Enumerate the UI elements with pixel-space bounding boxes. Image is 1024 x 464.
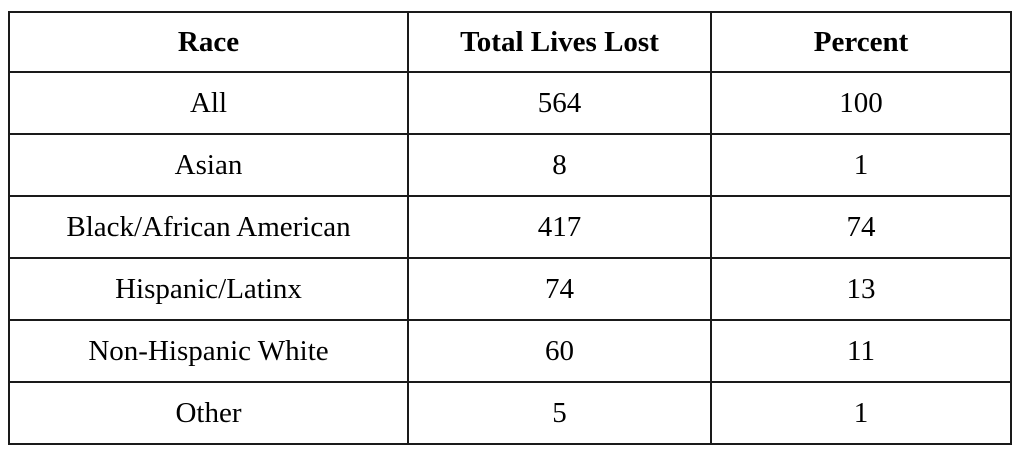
table-cell: 74 — [407, 257, 712, 321]
table-cell: Non-Hispanic White — [8, 319, 409, 383]
table-row: All 564 100 — [8, 71, 1012, 135]
table-cell: 60 — [407, 319, 712, 383]
table-row: Other 5 1 — [8, 381, 1012, 445]
table-row: Non-Hispanic White 60 11 — [8, 319, 1012, 383]
table-cell: Black/African American — [8, 195, 409, 259]
table-header-row: Race Total Lives Lost Percent — [8, 11, 1012, 73]
header-race: Race — [8, 11, 409, 73]
header-percent: Percent — [710, 11, 1012, 73]
table-cell: 417 — [407, 195, 712, 259]
table-cell: 1 — [710, 381, 1012, 445]
table-cell: 8 — [407, 133, 712, 197]
table-cell: 13 — [710, 257, 1012, 321]
table-row: Asian 8 1 — [8, 133, 1012, 197]
table-cell: 100 — [710, 71, 1012, 135]
table-cell: 5 — [407, 381, 712, 445]
table-cell: Asian — [8, 133, 409, 197]
table-cell: 74 — [710, 195, 1012, 259]
table-cell: 564 — [407, 71, 712, 135]
header-total-lives-lost: Total Lives Lost — [407, 11, 712, 73]
table-cell: Other — [8, 381, 409, 445]
table-cell: 1 — [710, 133, 1012, 197]
table-cell: 11 — [710, 319, 1012, 383]
table-row: Hispanic/Latinx 74 13 — [8, 257, 1012, 321]
table-cell: Hispanic/Latinx — [8, 257, 409, 321]
race-lives-lost-table: Race Total Lives Lost Percent All 564 100 A… — [8, 11, 1012, 445]
table-row: Black/African American 417 74 — [8, 195, 1012, 259]
table-cell: All — [8, 71, 409, 135]
table-body: All 564 100 Asian 8 1 Black/African American 41… — [8, 71, 1012, 445]
